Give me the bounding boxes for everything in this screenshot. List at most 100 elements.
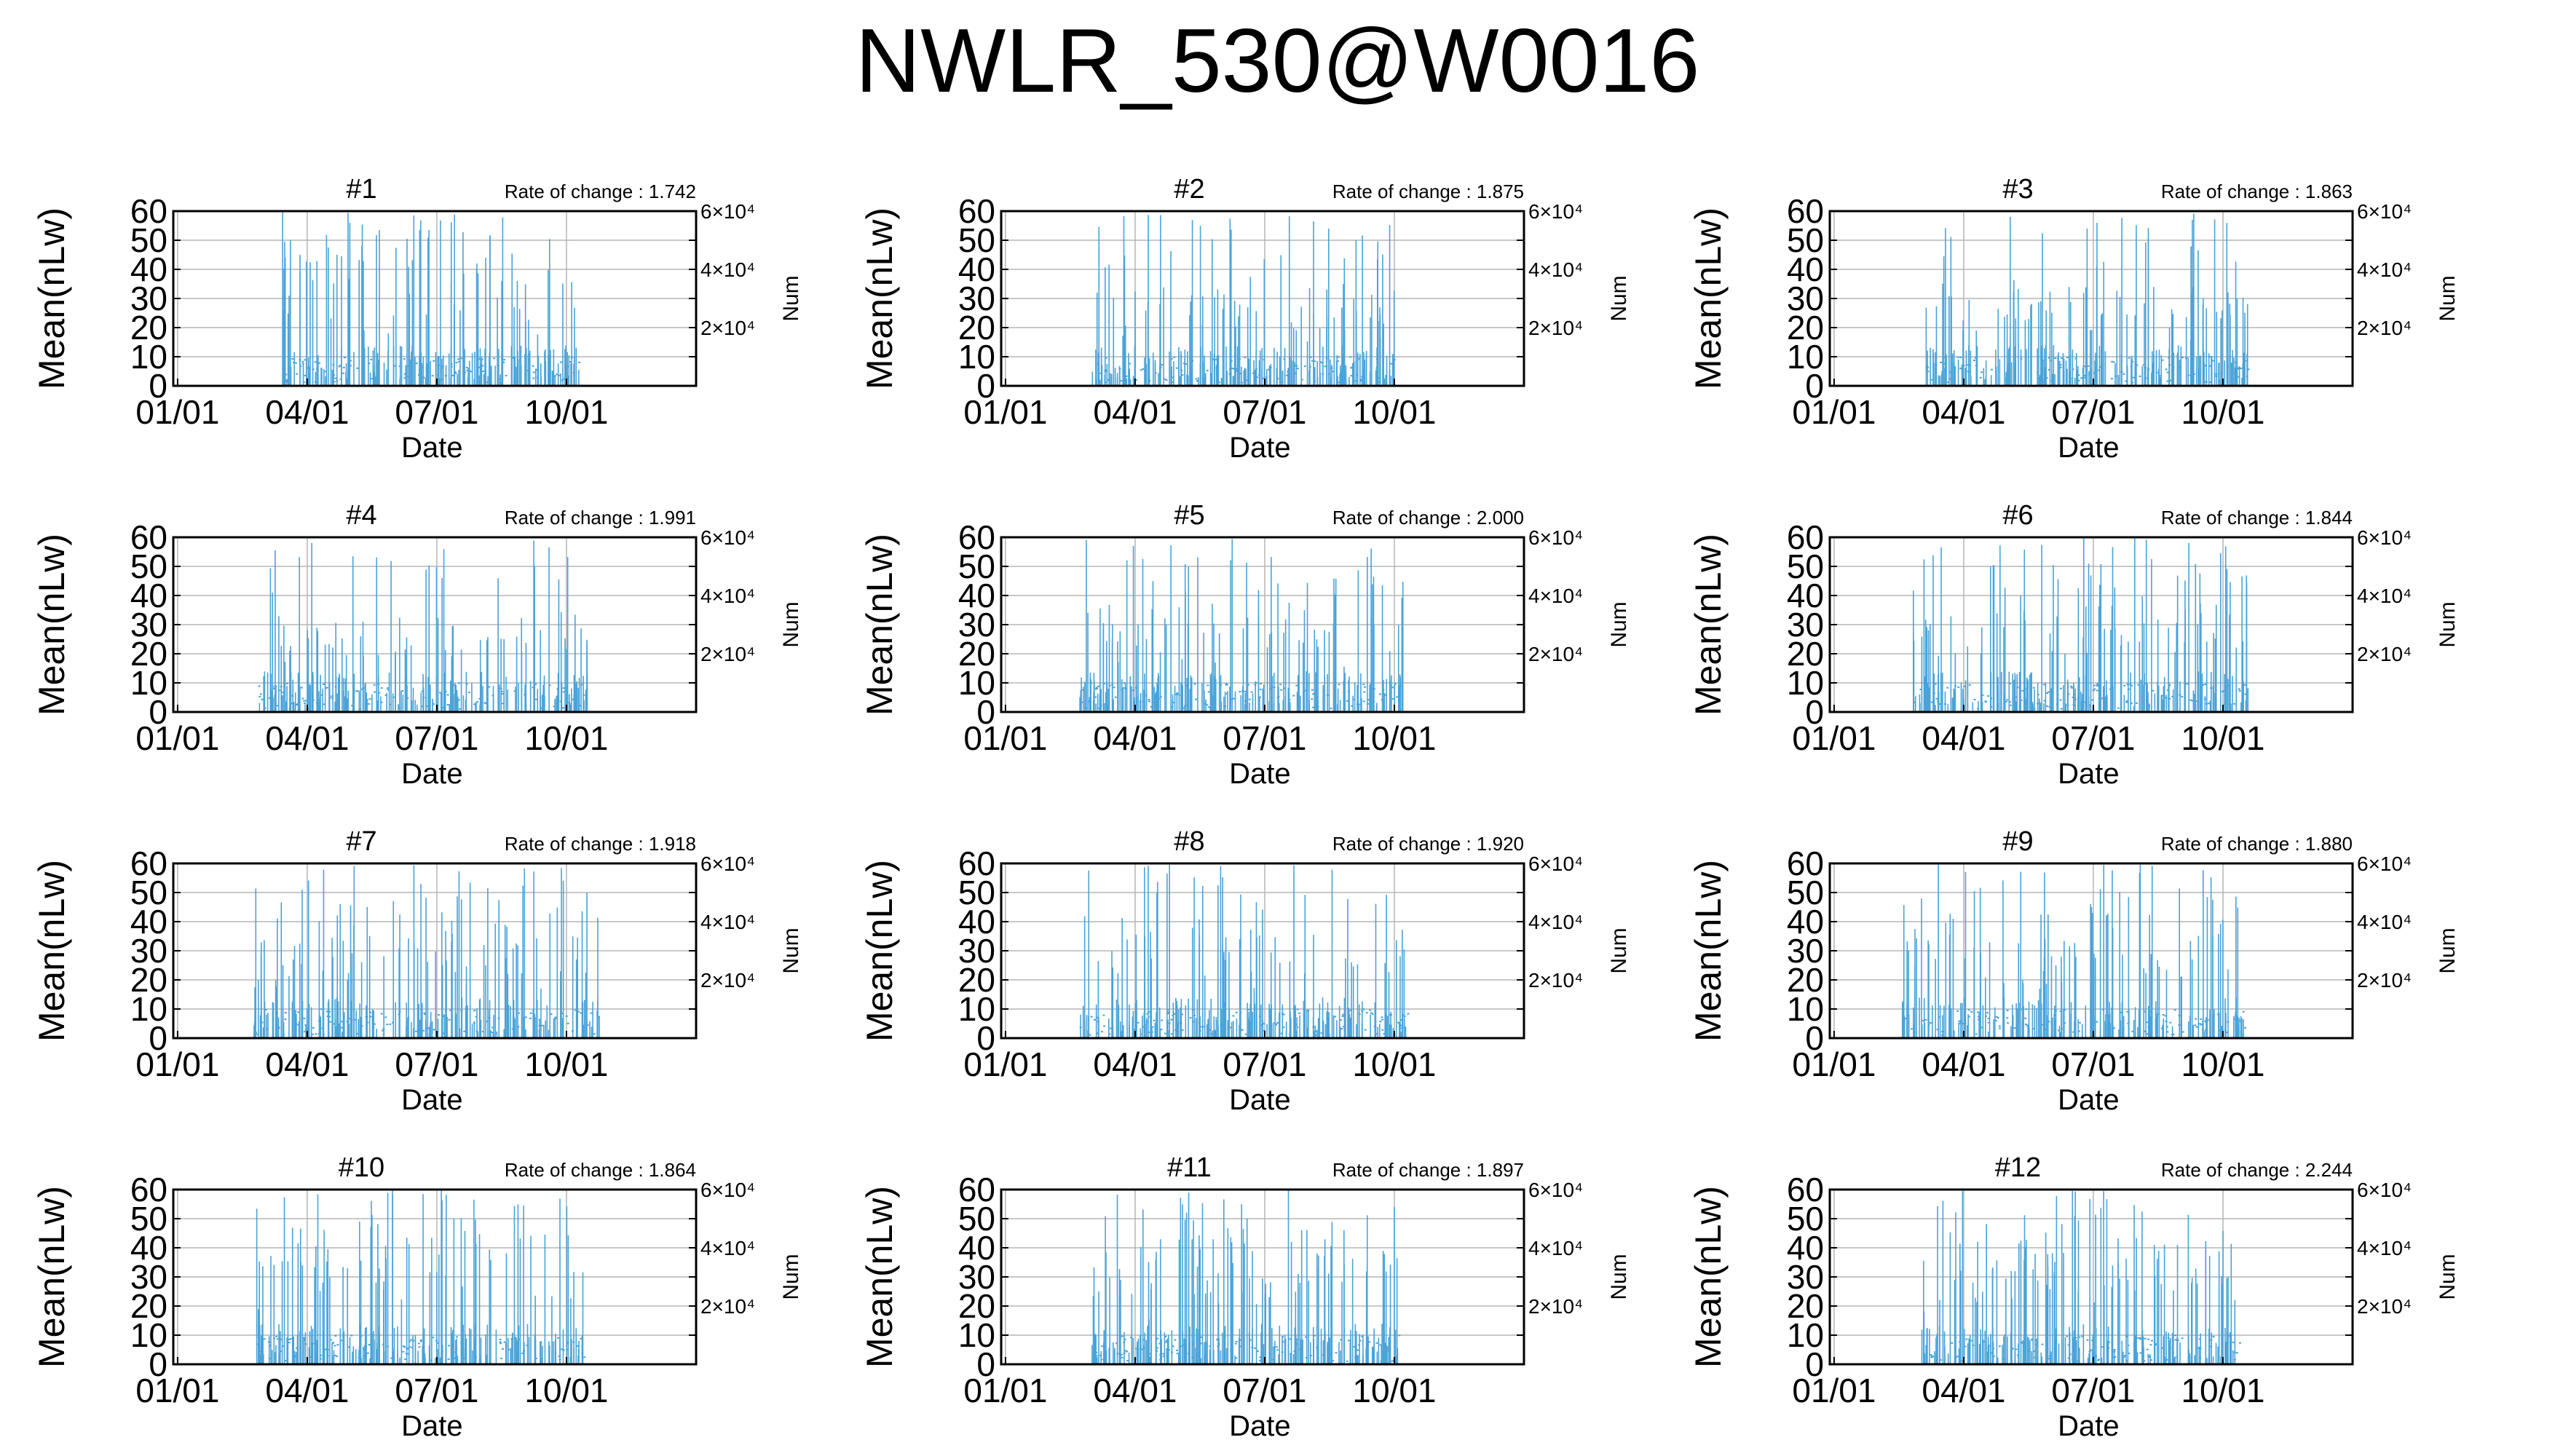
rate-of-change: Rate of change : 1.920 — [1332, 833, 1524, 855]
y-tick-label: 0 — [1805, 1345, 1824, 1383]
rate-of-change: Rate of change : 1.742 — [505, 181, 696, 202]
x-tick-label: 04/01 — [1922, 1372, 2005, 1409]
y-tick-label: 40 — [130, 577, 167, 614]
x-tick-label: 01/01 — [963, 719, 1047, 757]
x-tick-label: 01/01 — [135, 393, 219, 431]
y-axis-label: Mean(nLw) — [859, 207, 900, 389]
y-tick-label: 50 — [130, 221, 167, 259]
x-tick-label: 01/01 — [1792, 1372, 1876, 1409]
y-axis-label: Mean(nLw) — [859, 534, 900, 716]
data-bars — [1925, 213, 2250, 386]
x-tick-label: 01/01 — [963, 393, 1047, 431]
panel-label: #11 — [1167, 1152, 1212, 1183]
x-tick-label: 07/01 — [395, 393, 478, 431]
rate-of-change: Rate of change : 1.875 — [1332, 181, 1524, 202]
x-tick-label: 04/01 — [1093, 1045, 1177, 1083]
x-tick-label: 10/01 — [1352, 719, 1436, 757]
x-tick-label: 07/01 — [1223, 1372, 1306, 1409]
y-tick-label: 10 — [130, 1316, 167, 1354]
y-tick-label: 40 — [1787, 250, 1824, 288]
x-tick-label: 04/01 — [265, 1372, 349, 1409]
y-tick-label: 20 — [958, 961, 995, 999]
y-tick-label: 30 — [958, 606, 995, 644]
data-bars — [253, 865, 600, 1038]
y-axis-label: Mean(nLw) — [859, 860, 900, 1042]
y2-tick-label: 6×10⁴ — [700, 526, 755, 549]
y-tick-label: 20 — [130, 1287, 167, 1325]
x-axis-label: Date — [1229, 758, 1291, 790]
y2-tick-label: 2×10⁴ — [1528, 1295, 1583, 1318]
y-tick-label: 20 — [958, 635, 995, 673]
y2-tick-label: 2×10⁴ — [700, 1295, 755, 1318]
x-tick-label: 04/01 — [1922, 393, 2005, 431]
x-tick-label: 10/01 — [2181, 393, 2264, 431]
y2-tick-label: 6×10⁴ — [1528, 1179, 1583, 1201]
y2-tick-label: 6×10⁴ — [700, 200, 755, 223]
y-tick-label: 30 — [1787, 932, 1824, 970]
data-bars — [282, 212, 581, 386]
y-tick-label: 30 — [958, 1258, 995, 1296]
y2-tick-label: 2×10⁴ — [700, 643, 755, 665]
x-tick-label: 10/01 — [2181, 1045, 2264, 1083]
x-axis-label: Date — [401, 1084, 463, 1116]
y-tick-label: 30 — [130, 606, 167, 644]
x-tick-label: 01/01 — [135, 719, 219, 757]
x-tick-label: 01/01 — [963, 1045, 1047, 1083]
x-tick-label: 10/01 — [524, 1045, 608, 1083]
y2-tick-label: 2×10⁴ — [1528, 969, 1583, 992]
y-tick-label: 60 — [130, 1171, 167, 1208]
y-tick-label: 50 — [130, 547, 167, 585]
page-title: NWLR_530@W0016 — [855, 11, 1700, 111]
x-axis-label: Date — [401, 1410, 463, 1442]
y-axis-label: Mean(nLw) — [1688, 860, 1729, 1042]
y-tick-label: 30 — [958, 280, 995, 317]
y-tick-label: 10 — [130, 990, 167, 1028]
y2-tick-label: 6×10⁴ — [2357, 526, 2412, 549]
x-axis-label: Date — [2058, 1410, 2120, 1442]
y-tick-label: 0 — [1805, 1019, 1824, 1057]
data-bars — [1921, 1191, 2241, 1364]
y2-tick-label: 4×10⁴ — [700, 585, 755, 607]
y-tick-label: 40 — [130, 903, 167, 941]
y-axis-label: Mean(nLw) — [31, 207, 72, 389]
y-tick-label: 0 — [1805, 693, 1824, 731]
panel-label: #3 — [2002, 174, 2033, 205]
data-bars — [1079, 539, 1404, 712]
y-axis-label: Mean(nLw) — [859, 1186, 900, 1368]
y-tick-label: 50 — [1787, 547, 1824, 585]
y2-tick-label: 2×10⁴ — [2357, 969, 2412, 992]
x-tick-label: 10/01 — [2181, 719, 2264, 757]
x-tick-label: 04/01 — [265, 393, 349, 431]
y2-axis-label: Num — [2436, 1254, 2460, 1299]
y-tick-label: 40 — [130, 1229, 167, 1267]
y-tick-label: 60 — [130, 844, 167, 882]
y-tick-label: 10 — [958, 338, 995, 376]
y2-tick-label: 2×10⁴ — [700, 969, 755, 992]
y-tick-label: 20 — [130, 309, 167, 347]
y-tick-label: 40 — [958, 903, 995, 941]
x-tick-label: 04/01 — [265, 719, 349, 757]
panel-label: #8 — [1174, 826, 1204, 857]
y2-tick-label: 4×10⁴ — [1528, 911, 1583, 933]
y-tick-label: 20 — [1787, 309, 1824, 347]
y2-axis-label: Num — [779, 927, 803, 973]
rate-of-change: Rate of change : 1.918 — [505, 833, 696, 855]
y-tick-label: 50 — [958, 874, 995, 911]
x-tick-label: 04/01 — [1922, 719, 2005, 757]
y-tick-label: 50 — [1787, 221, 1824, 259]
y2-tick-label: 4×10⁴ — [700, 911, 755, 933]
y-tick-label: 60 — [1787, 192, 1824, 230]
data-bars — [1079, 864, 1410, 1038]
y-tick-label: 50 — [1787, 874, 1824, 911]
y2-axis-label: Num — [2436, 275, 2460, 321]
x-tick-label: 07/01 — [1223, 393, 1306, 431]
x-tick-label: 10/01 — [524, 719, 608, 757]
panel-label: #4 — [346, 500, 376, 531]
y-tick-label: 0 — [976, 1345, 995, 1383]
